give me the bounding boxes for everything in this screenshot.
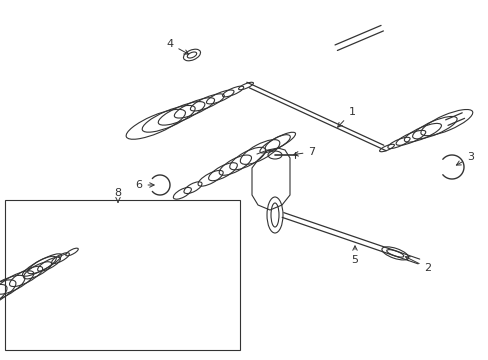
- Text: 6: 6: [135, 180, 154, 190]
- Text: 4: 4: [166, 39, 188, 54]
- Text: 8: 8: [114, 188, 122, 198]
- Text: 5: 5: [351, 246, 358, 265]
- Text: 7: 7: [293, 147, 315, 157]
- Text: 3: 3: [455, 152, 473, 165]
- Bar: [5, 200, 240, 350]
- Text: 1: 1: [337, 107, 355, 127]
- Text: 2: 2: [405, 257, 431, 273]
